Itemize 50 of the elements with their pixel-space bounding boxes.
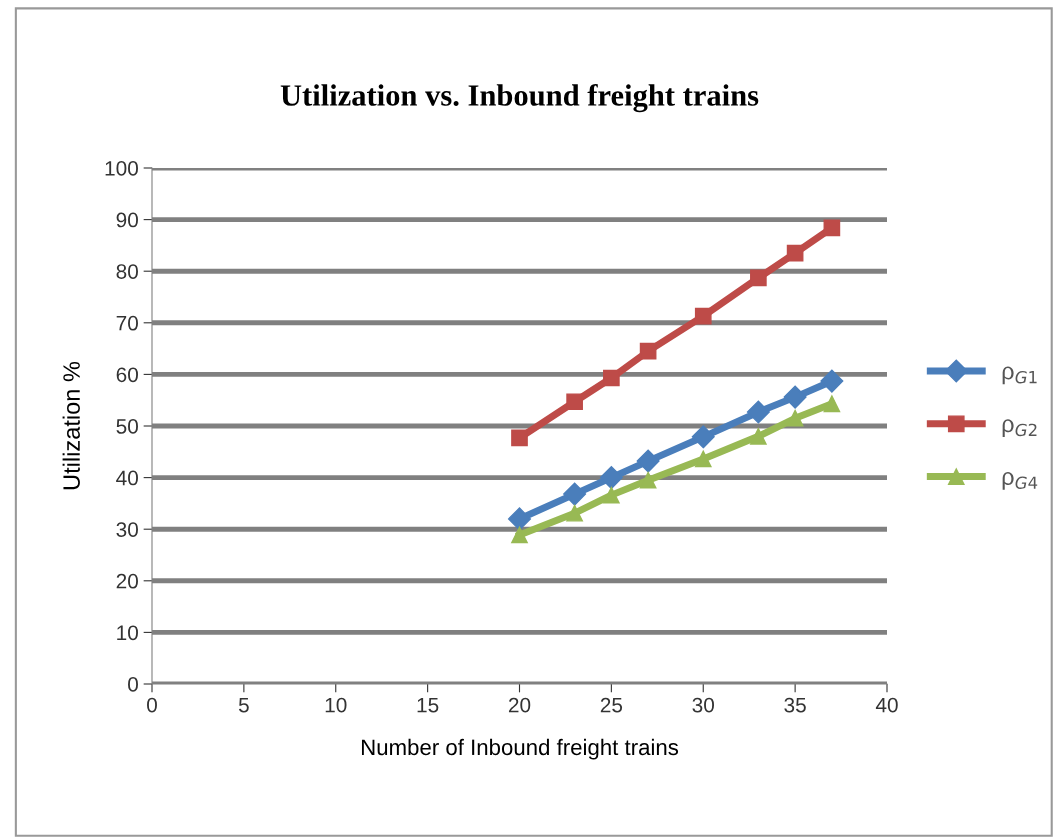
point [599,466,623,490]
point [694,450,712,468]
x-tick-label: 20 [508,697,531,713]
y-tick-label: 10 [117,625,138,641]
x-axis-title: Number of Inbound freight trains [361,738,679,760]
y-axis-title: Utilization % [62,361,80,490]
point [603,369,620,387]
point [508,507,531,531]
x-tick-label: 25 [600,697,623,713]
chart-title: Utilization vs. Inbound freight trains [280,83,759,113]
y-tick-label: 30 [116,522,138,537]
x-tick-label: 30 [692,697,715,713]
y-tick-label: 60 [116,367,138,383]
point [823,395,841,413]
x-tick-label: 35 [784,697,806,713]
legend-label: ρ$_{G2}$ [1002,419,1037,437]
point [603,486,620,504]
point [566,504,583,522]
y-tick-label: 50 [116,419,138,434]
point [786,244,804,262]
point [639,342,657,360]
y-tick-label: 20 [116,573,138,589]
x-tick-label: 5 [238,697,249,713]
legend-label: ρ$_{G4}$ [1002,472,1038,490]
point [694,307,712,325]
y-tick-label: 0 [128,677,138,692]
point [823,219,841,237]
point [639,471,657,489]
point [511,526,528,544]
x-tick-label: 10 [325,697,347,713]
y-tick-label: 90 [116,212,138,228]
y-tick-label: 70 [116,315,138,331]
y-tick-label: 80 [116,264,138,279]
point [750,269,767,287]
point [566,393,583,411]
point [563,482,587,506]
point [783,385,807,409]
point [636,449,660,473]
legend-label: ρ$_{G1}$ [1002,366,1037,385]
x-tick-label: 40 [875,697,898,713]
y-tick-label: 100 [105,161,138,176]
point [750,427,767,445]
point [691,425,715,449]
x-tick-label: 0 [147,697,157,713]
point [511,429,528,447]
point [746,400,770,424]
point [820,369,844,393]
y-tick-label: 40 [116,470,138,486]
x-tick-label: 15 [417,697,439,713]
point [786,409,804,427]
